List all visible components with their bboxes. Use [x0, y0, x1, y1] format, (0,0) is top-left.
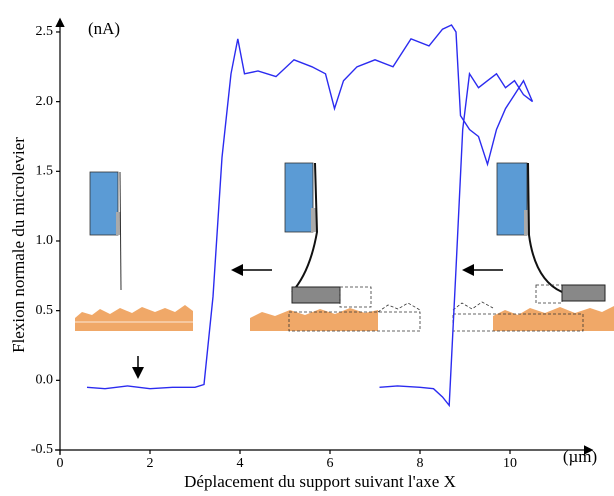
dashed-sample	[288, 311, 421, 332]
y-tick-label: 2.5	[36, 24, 54, 39]
cantilever-holder	[89, 171, 119, 236]
y-tick-label: 0.5	[36, 303, 54, 318]
tip-block	[291, 286, 341, 304]
illustrations	[75, 162, 614, 379]
cantilever-holder	[496, 162, 528, 236]
y-tick-label: 1.0	[36, 233, 54, 248]
y-tick-label: 1.5	[36, 164, 54, 179]
x-tick-label: 0	[57, 456, 64, 471]
cantilever-wire	[527, 162, 563, 293]
x-axis-title: Déplacement du support suivant l'axe X	[184, 472, 456, 491]
y-tick-label: 0.0	[36, 373, 54, 388]
cantilever-wire	[119, 171, 122, 291]
cantilever-holder	[284, 162, 314, 233]
x-tick-label: 10	[503, 456, 517, 471]
y-tick-label: -0.5	[31, 442, 53, 457]
data-line	[86, 24, 534, 390]
x-tick-label: 2	[147, 456, 154, 471]
sample	[250, 308, 378, 331]
sample	[493, 306, 614, 331]
dashed-profile	[377, 302, 421, 313]
dashed-block	[339, 286, 372, 308]
y-axis-title: Flexion normale du microlevier	[9, 137, 28, 353]
data-line	[379, 71, 533, 408]
x-tick-label: 4	[237, 456, 244, 471]
cantilever	[311, 208, 316, 232]
tip-block	[561, 284, 606, 302]
x-tick-label: 8	[417, 456, 424, 471]
cantilever	[524, 210, 529, 235]
x-tick-label: 6	[327, 456, 334, 471]
cantilever	[116, 212, 121, 235]
dashed-profile	[452, 301, 494, 311]
sample	[75, 305, 193, 331]
y-unit: (nA)	[88, 19, 120, 38]
y-tick-label: 2.0	[36, 94, 54, 109]
dashed-block	[535, 284, 563, 304]
